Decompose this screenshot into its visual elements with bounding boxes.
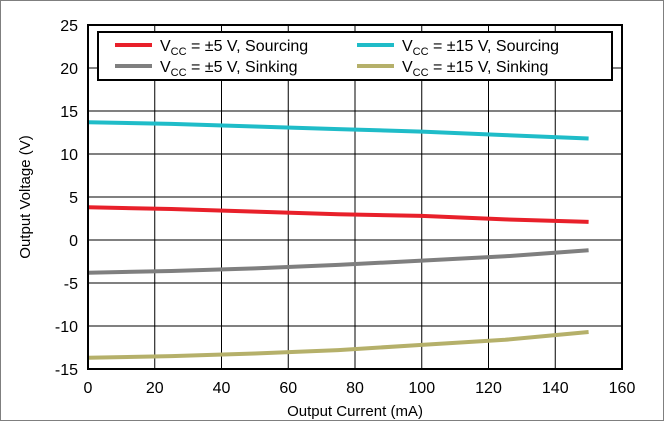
plot-border — [87, 24, 623, 370]
y-tick-label: -5 — [64, 276, 78, 293]
y-axis-title: Output Voltage (V) — [17, 135, 34, 258]
y-tick-label: -10 — [55, 319, 78, 336]
legend: VCC = ±5 V, Sourcing VCC = ±15 V, Sourcin… — [97, 31, 613, 81]
series-line-2 — [87, 248, 589, 275]
legend-label: VCC = ±5 V, Sourcing — [160, 38, 308, 58]
x-tick-label: 0 — [84, 380, 93, 397]
x-tick-label: 40 — [213, 380, 231, 397]
x-tick-label: 60 — [279, 380, 297, 397]
y-tick-label: 15 — [60, 104, 78, 121]
series-line-3 — [87, 330, 589, 360]
x-tick-labels: 0 20 40 60 80 100 120 140 160 — [84, 380, 636, 397]
y-tick-label: 10 — [60, 147, 78, 164]
y-tick-labels: 25 20 15 10 5 0 -5 -10 -15 — [55, 18, 78, 379]
y-tick-label: 25 — [60, 18, 78, 35]
series-line-0 — [87, 205, 589, 224]
y-tick-label: 0 — [69, 233, 78, 250]
legend-label: VCC = ±15 V, Sourcing — [402, 38, 559, 58]
legend-label: VCC = ±15 V, Sinking — [402, 59, 548, 79]
x-tick-label: 20 — [146, 380, 164, 397]
y-tick-label: 20 — [60, 61, 78, 78]
x-axis-title: Output Current (mA) — [287, 403, 423, 420]
y-tick-label: 5 — [69, 190, 78, 207]
x-tick-label: 80 — [346, 380, 364, 397]
y-tick-label: -15 — [55, 362, 78, 379]
x-tick-label: 160 — [609, 380, 636, 397]
legend-box — [97, 31, 613, 81]
x-tick-label: 120 — [475, 380, 502, 397]
x-tick-label: 100 — [408, 380, 435, 397]
legend-label: VCC = ±5 V, Sinking — [160, 59, 298, 79]
series-line-1 — [87, 120, 589, 141]
grid-layer — [88, 25, 622, 369]
series-layer — [87, 120, 589, 360]
x-tick-label: 140 — [542, 380, 569, 397]
